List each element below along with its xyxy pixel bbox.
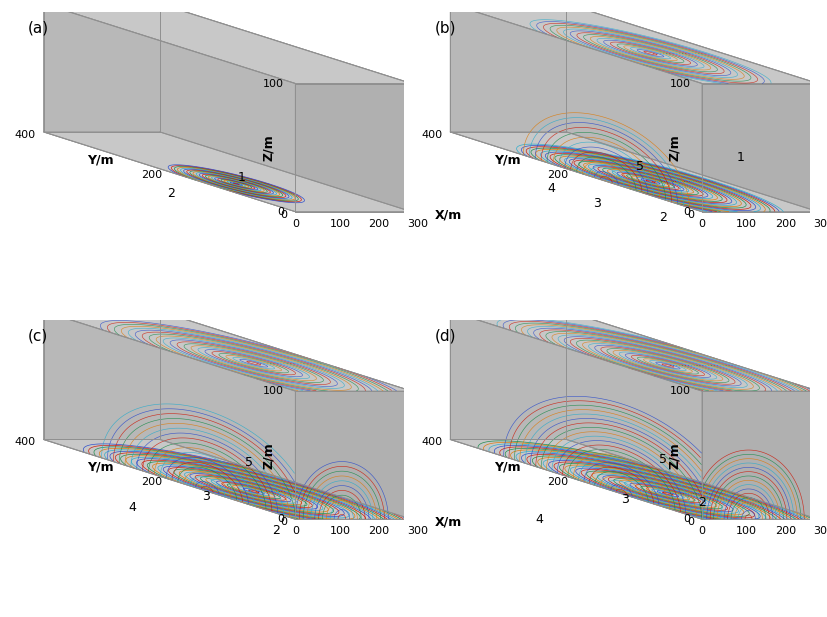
Text: (b): (b)	[435, 21, 457, 36]
Text: X/m: X/m	[435, 516, 462, 529]
Text: 400: 400	[422, 130, 442, 140]
Polygon shape	[450, 4, 566, 132]
Text: 200: 200	[547, 170, 568, 180]
Text: 5: 5	[659, 453, 667, 466]
Text: 100: 100	[736, 219, 757, 229]
Text: 0: 0	[687, 210, 695, 220]
Polygon shape	[450, 4, 702, 212]
Text: 100: 100	[669, 386, 691, 396]
Text: 2: 2	[698, 495, 706, 508]
Polygon shape	[566, 4, 818, 212]
Text: 0: 0	[683, 514, 691, 524]
Text: 1: 1	[737, 151, 744, 164]
Polygon shape	[44, 312, 160, 439]
Text: 200: 200	[368, 526, 390, 536]
Text: Z/m: Z/m	[262, 135, 275, 161]
Polygon shape	[450, 132, 818, 212]
Text: (d): (d)	[435, 328, 457, 344]
Text: Y/m: Y/m	[494, 154, 521, 167]
Text: 4: 4	[129, 502, 136, 515]
Text: 4: 4	[535, 513, 543, 526]
Text: 200: 200	[775, 219, 796, 229]
Text: (a): (a)	[28, 21, 50, 36]
Polygon shape	[450, 4, 818, 83]
Text: 100: 100	[329, 526, 351, 536]
Text: Z/m: Z/m	[262, 442, 275, 468]
Polygon shape	[44, 4, 160, 132]
Text: 200: 200	[141, 170, 162, 180]
Text: 3: 3	[594, 197, 601, 210]
Polygon shape	[160, 312, 412, 520]
Text: 0: 0	[683, 207, 691, 217]
Polygon shape	[44, 312, 295, 520]
Text: 400: 400	[15, 437, 36, 447]
Polygon shape	[44, 439, 412, 520]
Text: (c): (c)	[28, 328, 49, 344]
Text: 400: 400	[15, 130, 36, 140]
Polygon shape	[450, 439, 818, 520]
Text: X/m: X/m	[435, 208, 462, 221]
Text: 2: 2	[168, 187, 175, 200]
Polygon shape	[450, 312, 566, 439]
Text: 4: 4	[547, 183, 555, 196]
Text: Y/m: Y/m	[88, 154, 114, 167]
Text: 3: 3	[620, 493, 629, 506]
Text: 300: 300	[814, 526, 827, 536]
Text: 200: 200	[775, 526, 796, 536]
Polygon shape	[295, 391, 412, 520]
Text: 200: 200	[547, 477, 568, 487]
Text: 0: 0	[277, 514, 284, 524]
Polygon shape	[702, 391, 818, 520]
Text: 0: 0	[277, 207, 284, 217]
Text: 300: 300	[814, 219, 827, 229]
Text: Z/m: Z/m	[668, 135, 681, 161]
Polygon shape	[450, 312, 818, 391]
Text: 200: 200	[141, 477, 162, 487]
Text: 2: 2	[272, 524, 280, 537]
Polygon shape	[44, 132, 412, 212]
Polygon shape	[450, 312, 702, 520]
Text: 0: 0	[292, 219, 299, 229]
Text: 100: 100	[329, 219, 351, 229]
Text: 200: 200	[368, 219, 390, 229]
Text: 0: 0	[699, 526, 705, 536]
Text: 1: 1	[237, 171, 245, 184]
Text: 0: 0	[699, 219, 705, 229]
Polygon shape	[44, 4, 412, 83]
Text: Z/m: Z/m	[668, 442, 681, 468]
Text: 300: 300	[407, 526, 428, 536]
Text: 0: 0	[687, 517, 695, 527]
Polygon shape	[566, 312, 818, 520]
Text: 2: 2	[659, 211, 667, 224]
Text: 100: 100	[669, 78, 691, 88]
Text: 100: 100	[736, 526, 757, 536]
Text: 100: 100	[263, 78, 284, 88]
Text: 0: 0	[280, 210, 288, 220]
Text: Y/m: Y/m	[494, 461, 521, 474]
Text: 5: 5	[636, 160, 644, 173]
Text: 300: 300	[407, 219, 428, 229]
Polygon shape	[295, 83, 412, 212]
Text: Y/m: Y/m	[88, 461, 114, 474]
Polygon shape	[160, 4, 412, 212]
Text: 0: 0	[280, 517, 288, 527]
Polygon shape	[44, 4, 295, 212]
Text: 0: 0	[292, 526, 299, 536]
Text: 3: 3	[203, 490, 210, 503]
Polygon shape	[44, 312, 412, 391]
Text: 100: 100	[263, 386, 284, 396]
Polygon shape	[702, 83, 818, 212]
Text: 5: 5	[245, 456, 253, 469]
Text: 400: 400	[422, 437, 442, 447]
